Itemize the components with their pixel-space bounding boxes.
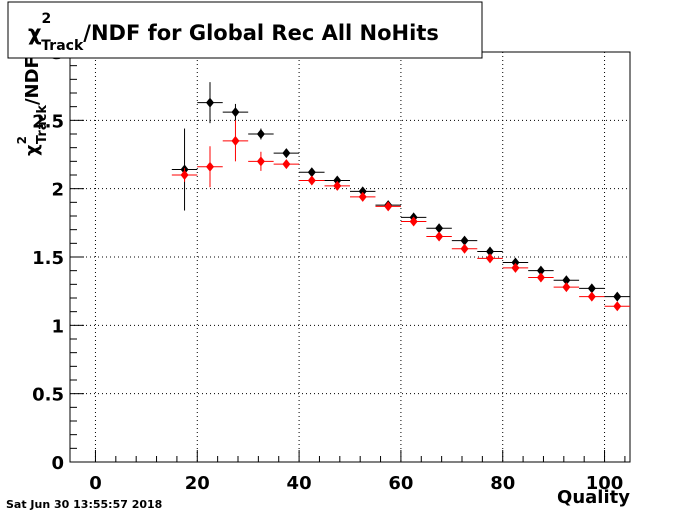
data-point xyxy=(562,275,571,286)
x-tick-label: 100 xyxy=(586,473,624,494)
y-tick-label: 0.5 xyxy=(32,385,64,406)
y-axis-title-rest: /NDF xyxy=(22,56,43,105)
data-point xyxy=(435,223,444,234)
x-tick-label: 60 xyxy=(388,473,413,494)
x-tick-label: 80 xyxy=(490,473,515,494)
title-box xyxy=(7,1,483,59)
data-point xyxy=(206,97,214,108)
data-point xyxy=(587,291,596,302)
data-point xyxy=(180,170,189,180)
data-point xyxy=(358,186,367,197)
data-point xyxy=(231,135,240,146)
title-rest: /NDF for Global Rec All NoHits xyxy=(83,21,439,45)
x-tick-label: 0 xyxy=(89,473,102,494)
data-point xyxy=(460,243,469,254)
y-axis-title-subscript: Track xyxy=(35,105,50,144)
data-point xyxy=(536,265,545,276)
data-point xyxy=(486,253,494,264)
data-point xyxy=(206,161,214,172)
data-point xyxy=(333,175,342,186)
y-tick-label: 1 xyxy=(51,316,64,337)
y-axis-title: χ2 Track/NDF xyxy=(15,56,50,156)
title-subscript: Track xyxy=(41,38,84,54)
data-point xyxy=(307,175,316,186)
y-tick-label: 2 xyxy=(51,180,64,201)
data-point xyxy=(358,191,367,202)
data-point xyxy=(231,107,240,118)
y-tick-label: 0 xyxy=(51,453,64,474)
data-point xyxy=(384,201,393,212)
data-point xyxy=(282,159,291,170)
y-axis-title-superscript: 2 xyxy=(15,136,29,144)
data-points xyxy=(171,82,630,312)
data-point xyxy=(613,301,622,312)
data-point xyxy=(333,180,342,191)
chart-title: χ2 Track/NDF for Global Rec All NoHits xyxy=(28,11,439,54)
y-tick-label: 1.5 xyxy=(32,248,64,269)
data-point xyxy=(511,257,520,268)
data-point xyxy=(256,129,265,139)
data-point xyxy=(282,148,291,159)
data-point xyxy=(435,231,444,242)
series-2 xyxy=(171,120,630,312)
title-superscript: 2 xyxy=(42,11,52,27)
data-point xyxy=(511,262,520,273)
x-tick-label: 40 xyxy=(287,473,312,494)
data-point xyxy=(562,282,571,293)
data-point xyxy=(256,156,265,167)
data-point xyxy=(409,216,418,227)
data-point xyxy=(613,291,622,302)
x-axis-title: Quality xyxy=(557,487,630,508)
data-points-clipped xyxy=(171,82,630,312)
x-tick-label: 20 xyxy=(185,473,210,494)
data-point xyxy=(307,167,316,178)
data-point xyxy=(460,235,469,246)
title-symbol: χ xyxy=(28,21,42,45)
y-axis-title-symbol: χ xyxy=(22,144,43,156)
data-point xyxy=(587,283,596,294)
timestamp: Sat Jun 30 13:55:57 2018 xyxy=(6,498,162,511)
y-tick-label: 2.5 xyxy=(32,111,64,132)
data-point xyxy=(536,272,545,283)
data-point xyxy=(486,246,494,257)
